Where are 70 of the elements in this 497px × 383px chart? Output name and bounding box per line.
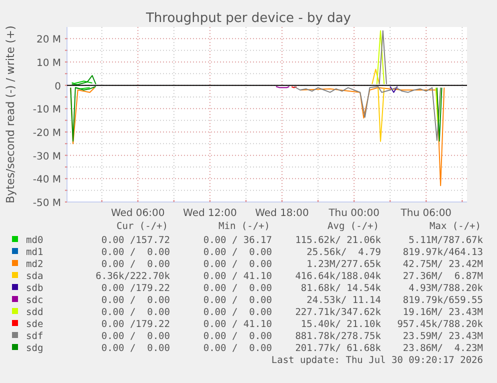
text: 819.79k/659.55: [402, 295, 483, 306]
text: 0.00 / 0.00: [101, 259, 170, 270]
text: Max (-/+): [430, 221, 481, 232]
text: 0.00 / 41.10: [203, 319, 272, 330]
text: 19.16M/ 23.43M: [402, 307, 484, 318]
y-axis-title: Bytes/second read (-) / write (+): [4, 26, 17, 204]
text: 881.78k/278.75k: [295, 331, 382, 342]
legend-label: sdg: [26, 343, 44, 354]
text: 0.00 / 0.00: [101, 331, 170, 342]
text: 15.40k/ 21.10k: [300, 319, 382, 330]
x-tick-label: Wed 18:00: [255, 208, 309, 219]
text: Min (-/+): [218, 221, 270, 232]
legend-label: sde: [26, 319, 44, 330]
text: Last update: Thu Jul 30 09:20:17 2026: [271, 355, 484, 366]
text: 23.59M/ 23.43M: [402, 331, 484, 342]
y-tick-label: -10 M: [32, 104, 61, 116]
legend-label: md2: [26, 259, 44, 270]
text: 0.00 / 0.00: [203, 247, 272, 258]
y-tick-label: -30 M: [32, 151, 61, 162]
text: 0.00 / 0.00: [203, 259, 272, 270]
text: 24.53k/ 11.14: [306, 295, 382, 306]
text: 227.71k/347.62k: [295, 307, 382, 318]
x-tick-label: Wed 06:00: [110, 208, 165, 219]
text: 6.36k/222.70k: [96, 271, 170, 282]
legend-label: sdf: [26, 331, 44, 342]
legend-label: sdb: [26, 283, 44, 294]
text: 201.77k/ 61.68k: [295, 343, 382, 354]
text: 5.11M/787.67k: [408, 235, 484, 246]
text: 0.00 / 0.00: [101, 343, 170, 354]
text: 0.00 / 0.00: [101, 247, 170, 258]
text: Avg (-/+): [328, 221, 379, 232]
text: 0.00 / 0.00: [203, 295, 272, 306]
text: 957.45k/788.20k: [397, 319, 484, 330]
text: 0.00 / 36.17: [203, 235, 272, 246]
text: 0.00 / 41.10: [203, 271, 272, 282]
text: 0.00 /157.72: [101, 235, 170, 246]
text: 115.62k/ 21.06k: [295, 235, 382, 246]
legend-label: md1: [26, 247, 44, 258]
text: 0.00 /179.22: [101, 283, 170, 294]
text: 0.00 / 0.00: [101, 307, 170, 318]
y-tick-label: 10 M: [36, 58, 61, 69]
text: 0.00 / 0.00: [203, 307, 272, 318]
text: 0.00 / 0.00: [101, 295, 170, 306]
text: 42.75M/ 23.42M: [402, 259, 484, 270]
text: 23.86M/ 4.23M: [402, 343, 484, 354]
x-tick-label: Wed 12:00: [183, 208, 237, 219]
y-tick-label: -50 M: [32, 198, 61, 209]
y-tick-label: -40 M: [32, 174, 61, 186]
x-tick-label: Thu 06:00: [400, 208, 452, 219]
chart-title: Throughput per device - by day: [144, 11, 352, 26]
y-tick-label: -20 M: [32, 128, 61, 139]
text: 0.00 / 0.00: [203, 283, 272, 294]
text: 27.36M/ 6.87M: [402, 271, 484, 282]
y-tick-label: 0: [54, 81, 61, 92]
legend-label: md0: [26, 235, 44, 246]
text: 0.00 / 0.00: [203, 343, 272, 354]
legend-label: sdd: [26, 307, 44, 318]
text: 25.56k/ 4.79: [306, 247, 382, 258]
text: 4.93M/788.20k: [408, 283, 484, 294]
text: 0.00 /179.22: [101, 319, 170, 330]
text: Cur (-/+): [116, 221, 168, 232]
x-tick-label: Thu 00:00: [328, 208, 380, 219]
text: 81.68k/ 14.54k: [300, 283, 382, 294]
text: 416.64k/188.04k: [295, 271, 382, 282]
y-tick-label: 20 M: [36, 34, 61, 46]
text: 819.97k/464.13: [402, 247, 483, 258]
text: 0.00 / 0.00: [203, 331, 272, 342]
legend-label: sdc: [26, 295, 44, 306]
legend-label: sda: [26, 271, 44, 282]
text: 1.23M/277.65k: [306, 259, 382, 270]
